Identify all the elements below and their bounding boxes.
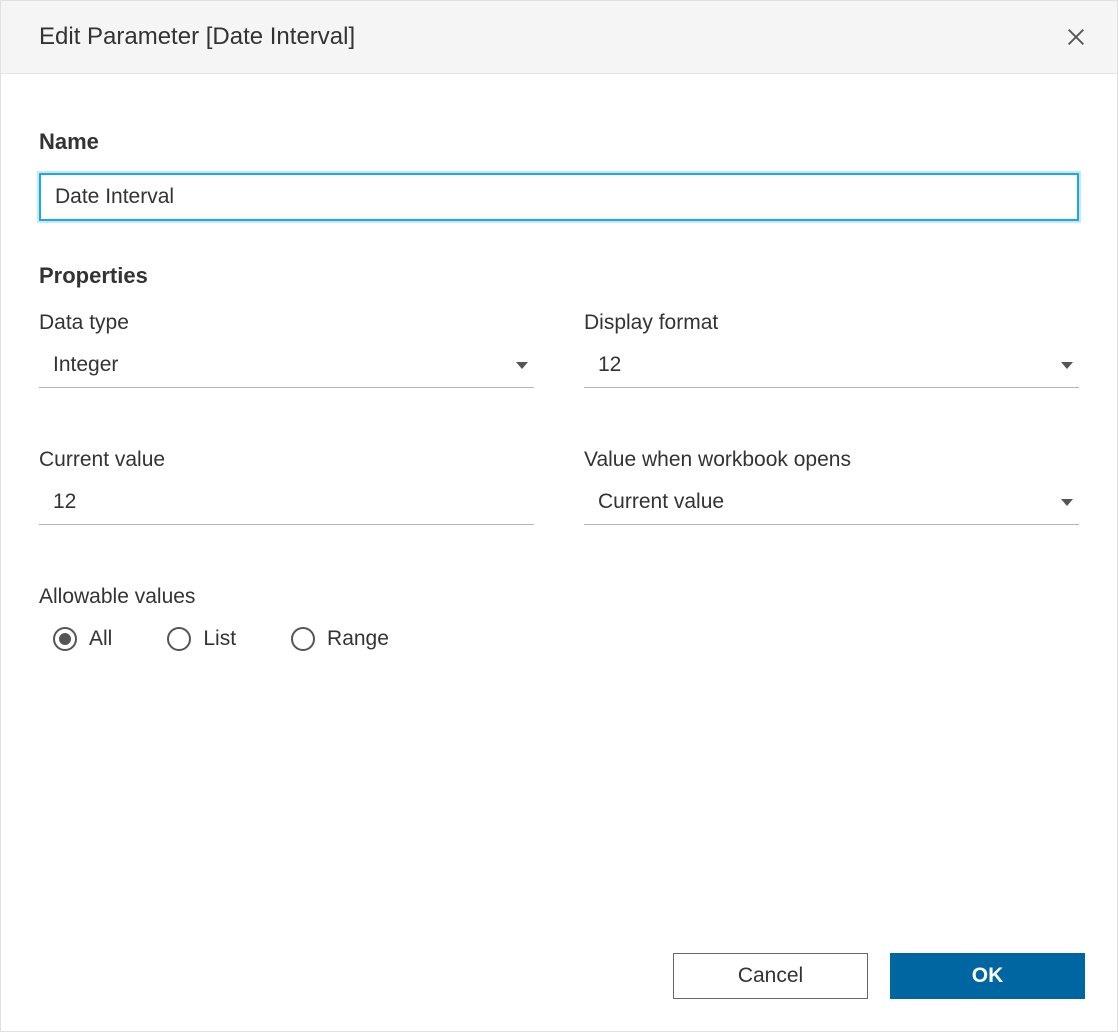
- radio-range-label: Range: [327, 627, 389, 651]
- current-value-label: Current value: [39, 448, 534, 472]
- chevron-down-icon: [1061, 362, 1073, 369]
- radio-icon: [167, 627, 191, 651]
- display-format-select[interactable]: 12: [584, 349, 1079, 388]
- data-type-label: Data type: [39, 311, 534, 335]
- data-type-select[interactable]: Integer: [39, 349, 534, 388]
- close-icon[interactable]: [1065, 26, 1087, 48]
- ok-button[interactable]: OK: [890, 953, 1085, 999]
- name-label: Name: [39, 129, 1079, 155]
- allowable-values-radio-group: All List Range: [39, 627, 1079, 651]
- radio-all[interactable]: All: [53, 627, 112, 651]
- allowable-values-label: Allowable values: [39, 585, 1079, 609]
- current-value-input[interactable]: 12: [39, 486, 534, 525]
- current-value-value: 12: [53, 490, 76, 513]
- radio-range[interactable]: Range: [291, 627, 389, 651]
- radio-icon: [291, 627, 315, 651]
- properties-grid: Data type Integer Display format 12 Curr…: [39, 311, 1079, 525]
- radio-all-label: All: [89, 627, 112, 651]
- dialog-footer: Cancel OK: [1, 953, 1117, 1031]
- workbook-open-label: Value when workbook opens: [584, 448, 1079, 472]
- workbook-open-select[interactable]: Current value: [584, 486, 1079, 525]
- workbook-open-field: Value when workbook opens Current value: [584, 448, 1079, 525]
- radio-list-label: List: [203, 627, 236, 651]
- dialog-header: Edit Parameter [Date Interval]: [1, 1, 1117, 74]
- dialog-title: Edit Parameter [Date Interval]: [39, 23, 355, 51]
- chevron-down-icon: [1061, 499, 1073, 506]
- current-value-field: Current value 12: [39, 448, 534, 525]
- name-field-wrap: [39, 173, 1079, 221]
- chevron-down-icon: [516, 362, 528, 369]
- workbook-open-value: Current value: [598, 490, 724, 514]
- edit-parameter-dialog: Edit Parameter [Date Interval] Name Prop…: [0, 0, 1118, 1032]
- data-type-value: Integer: [53, 353, 118, 377]
- data-type-field: Data type Integer: [39, 311, 534, 388]
- radio-icon: [53, 627, 77, 651]
- display-format-value: 12: [598, 353, 621, 377]
- name-input[interactable]: [39, 173, 1079, 221]
- radio-list[interactable]: List: [167, 627, 236, 651]
- cancel-button[interactable]: Cancel: [673, 953, 868, 999]
- properties-heading: Properties: [39, 263, 1079, 289]
- display-format-field: Display format 12: [584, 311, 1079, 388]
- display-format-label: Display format: [584, 311, 1079, 335]
- dialog-body: Name Properties Data type Integer Displa…: [1, 74, 1117, 953]
